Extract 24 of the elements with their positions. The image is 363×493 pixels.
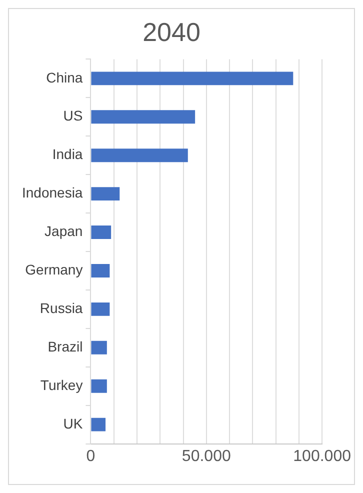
bar bbox=[91, 148, 188, 162]
bar bbox=[91, 418, 106, 432]
y-tick-label: Russia bbox=[40, 300, 83, 316]
y-tick-label: Indonesia bbox=[22, 184, 83, 201]
bar bbox=[91, 302, 110, 316]
y-tick-label: China bbox=[46, 69, 83, 86]
bar bbox=[91, 340, 107, 354]
bar bbox=[91, 110, 196, 124]
y-tick-label: US bbox=[63, 108, 83, 124]
x-tick-label: 100.000 bbox=[293, 448, 352, 465]
y-tick-label: Brazil bbox=[48, 338, 83, 355]
y-tick-label: Germany bbox=[25, 262, 83, 278]
x-tick-label: 0 bbox=[86, 448, 96, 465]
bar bbox=[91, 226, 112, 239]
bar bbox=[91, 187, 120, 201]
x-tick-label: 50.000 bbox=[182, 448, 231, 465]
y-tick-label: India bbox=[52, 146, 83, 162]
bar bbox=[91, 379, 107, 393]
y-tick-label: UK bbox=[63, 415, 84, 432]
chart-title: 2040 bbox=[142, 16, 200, 47]
y-tick-label: Japan bbox=[44, 223, 83, 240]
bar bbox=[91, 264, 110, 278]
y-tick-label: Turkey bbox=[40, 376, 83, 393]
bar bbox=[91, 72, 294, 86]
